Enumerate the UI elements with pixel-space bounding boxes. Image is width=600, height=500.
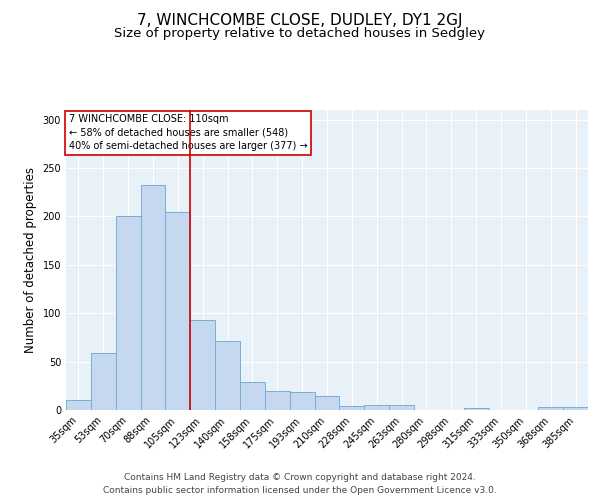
Bar [538,407,563,410]
Bar [215,342,240,410]
Bar [116,216,140,410]
Bar [563,407,588,410]
Bar [91,353,116,410]
Bar [140,184,166,410]
Bar [340,406,364,410]
Bar [66,400,91,410]
Bar [389,405,414,410]
Bar [190,320,215,410]
Bar [314,396,340,410]
Text: Contains public sector information licensed under the Open Government Licence v3: Contains public sector information licen… [103,486,497,495]
Bar [364,405,389,410]
Bar [265,390,290,410]
Text: Contains HM Land Registry data © Crown copyright and database right 2024.: Contains HM Land Registry data © Crown c… [124,474,476,482]
Bar [240,382,265,410]
Bar [166,212,190,410]
Bar [464,408,488,410]
Text: 7, WINCHCOMBE CLOSE, DUDLEY, DY1 2GJ: 7, WINCHCOMBE CLOSE, DUDLEY, DY1 2GJ [137,12,463,28]
Bar [290,392,314,410]
Text: 7 WINCHCOMBE CLOSE: 110sqm
← 58% of detached houses are smaller (548)
40% of sem: 7 WINCHCOMBE CLOSE: 110sqm ← 58% of deta… [68,114,307,151]
Text: Size of property relative to detached houses in Sedgley: Size of property relative to detached ho… [115,28,485,40]
Y-axis label: Number of detached properties: Number of detached properties [24,167,37,353]
